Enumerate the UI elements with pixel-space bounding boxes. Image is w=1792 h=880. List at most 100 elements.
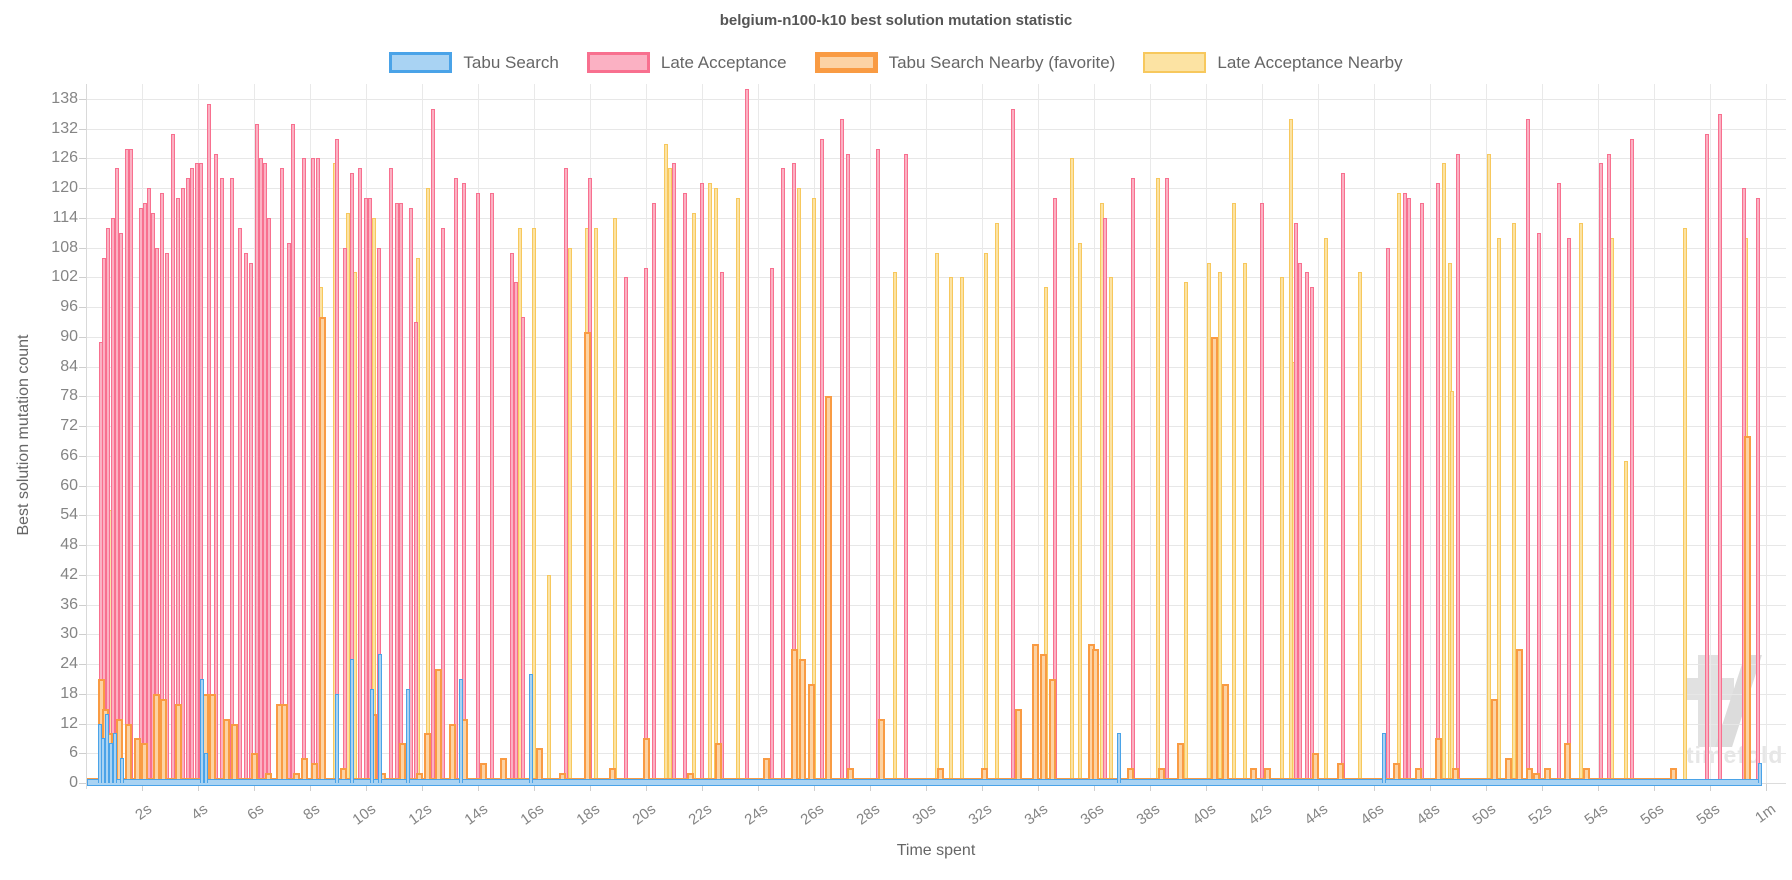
bar-late-acceptance xyxy=(394,203,399,783)
bar-late-acceptance xyxy=(165,252,170,783)
bar-tabu-search-nearby xyxy=(1311,753,1319,783)
x-tick-label: 22s xyxy=(685,800,715,829)
x-gridline xyxy=(1430,84,1431,783)
bar-tabu-search xyxy=(200,678,205,783)
y-tick-label: 120 xyxy=(51,179,78,197)
x-tick-label: 38s xyxy=(1133,800,1163,829)
bar-tabu-search-nearby xyxy=(1091,649,1099,783)
x-axis-title: Time spent xyxy=(896,842,976,859)
bar-late-acceptance xyxy=(1304,272,1309,783)
bar-tabu-search xyxy=(334,693,339,783)
bar-late-acceptance xyxy=(310,158,315,783)
bar-late-acceptance-nearby xyxy=(960,277,965,783)
bar-late-acceptance-nearby xyxy=(1218,272,1222,783)
x-tick xyxy=(758,784,759,791)
bar-tabu-search-nearby xyxy=(1392,763,1400,783)
x-tick xyxy=(534,784,535,791)
bar-late-acceptance xyxy=(110,217,115,783)
bar-late-acceptance xyxy=(683,193,688,783)
bar-late-acceptance xyxy=(280,168,284,783)
x-gridline xyxy=(1038,84,1039,783)
bar-tabu-search-nearby xyxy=(449,723,457,783)
y-tick-label: 78 xyxy=(60,387,78,405)
bar-late-acceptance xyxy=(1717,113,1722,783)
bar-late-acceptance xyxy=(219,178,224,783)
legend-label: Late Acceptance xyxy=(660,52,787,72)
x-tick xyxy=(1598,784,1599,791)
bar-late-acceptance xyxy=(652,203,657,783)
x-tick xyxy=(870,784,871,791)
y-tick xyxy=(79,277,86,279)
y-gridline xyxy=(86,128,1786,130)
x-tick xyxy=(702,784,703,791)
bar-late-acceptance xyxy=(408,208,413,783)
bar-late-acceptance xyxy=(414,322,419,783)
bar-tabu-search-nearby xyxy=(762,758,770,783)
legend-swatch-late-acceptance xyxy=(586,52,650,73)
bar-late-acceptance-nearby xyxy=(1206,262,1211,783)
x-tick xyxy=(366,784,367,791)
x-tick-label: 16s xyxy=(517,800,547,829)
x-tick xyxy=(1262,784,1263,791)
x-tick-label: 44s xyxy=(1301,800,1331,829)
bar-late-acceptance xyxy=(1755,198,1760,783)
bar-late-acceptance xyxy=(214,153,219,783)
x-tick-label: 10s xyxy=(349,800,379,829)
legend-item-late-acceptance[interactable]: Late Acceptance xyxy=(586,52,787,73)
bar-late-acceptance xyxy=(781,168,786,783)
bar-late-acceptance-nearby xyxy=(1279,277,1284,783)
bar-late-acceptance xyxy=(343,247,347,783)
bar-late-acceptance xyxy=(820,138,825,783)
chart-title: belgium-n100-k10 best solution mutation … xyxy=(719,12,1073,29)
bar-late-acceptance xyxy=(1260,203,1264,783)
bar-tabu-search-nearby xyxy=(141,743,149,783)
bar-tabu-search-nearby xyxy=(424,733,432,783)
bar-late-acceptance xyxy=(254,123,259,783)
legend-item-tabu-search[interactable]: Tabu Search xyxy=(389,52,559,73)
y-tick-label: 42 xyxy=(60,565,78,583)
x-gridline xyxy=(310,84,311,783)
bar-tabu-search-nearby xyxy=(799,659,807,783)
bar-late-acceptance-nearby xyxy=(1243,262,1248,783)
legend-item-late-acceptance-nearby[interactable]: Late Acceptance Nearby xyxy=(1143,52,1403,73)
x-gridline xyxy=(1710,84,1711,783)
bar-late-acceptance xyxy=(170,133,175,783)
bar-late-acceptance xyxy=(114,168,119,783)
bar-late-acceptance xyxy=(194,163,199,783)
bar-tabu-search-nearby xyxy=(124,723,132,783)
bar-late-acceptance-nearby xyxy=(1496,237,1501,783)
bar-late-acceptance-nearby xyxy=(935,252,940,783)
bar-late-acceptance xyxy=(1103,217,1108,783)
bar-tabu-search-nearby xyxy=(1504,758,1512,783)
bar-late-acceptance xyxy=(399,203,403,783)
bar-tabu-search-nearby xyxy=(1157,768,1165,783)
y-tick xyxy=(79,753,86,755)
y-gridline xyxy=(86,188,1786,190)
bar-late-acceptance-nearby xyxy=(1108,277,1113,783)
x-tick-label: 30s xyxy=(909,800,939,829)
bar-tabu-search-nearby xyxy=(936,768,944,783)
bar-tabu-search-nearby xyxy=(435,669,443,783)
bar-tabu-search-nearby xyxy=(174,703,182,783)
bar-tabu-search xyxy=(529,673,534,783)
bar-late-acceptance xyxy=(358,168,363,783)
bar-late-acceptance xyxy=(1131,178,1136,783)
bar-late-acceptance xyxy=(453,178,458,783)
bar-late-acceptance-nearby xyxy=(1682,227,1687,783)
bar-late-acceptance xyxy=(229,178,234,783)
bar-late-acceptance-nearby xyxy=(1184,282,1189,783)
x-tick xyxy=(254,784,255,791)
x-tick-label: 34s xyxy=(1021,800,1051,829)
legend-item-tabu-search-nearby[interactable]: Tabu Search Nearby (favorite) xyxy=(814,52,1115,73)
bar-tabu-search-nearby xyxy=(1451,768,1459,783)
bar-tabu-search-nearby xyxy=(300,758,308,783)
bar-tabu-search-nearby xyxy=(1222,683,1230,783)
bar-tabu-search xyxy=(204,753,209,783)
bar-tabu-search-nearby xyxy=(877,718,885,783)
y-tick-label: 114 xyxy=(52,208,78,226)
x-tick xyxy=(1318,784,1319,791)
chart-legend: Tabu Search Late Acceptance Tabu Search … xyxy=(0,52,1792,73)
x-tick xyxy=(1430,784,1431,791)
bar-late-acceptance-nearby xyxy=(708,183,713,783)
bar-tabu-search-nearby xyxy=(558,773,566,783)
